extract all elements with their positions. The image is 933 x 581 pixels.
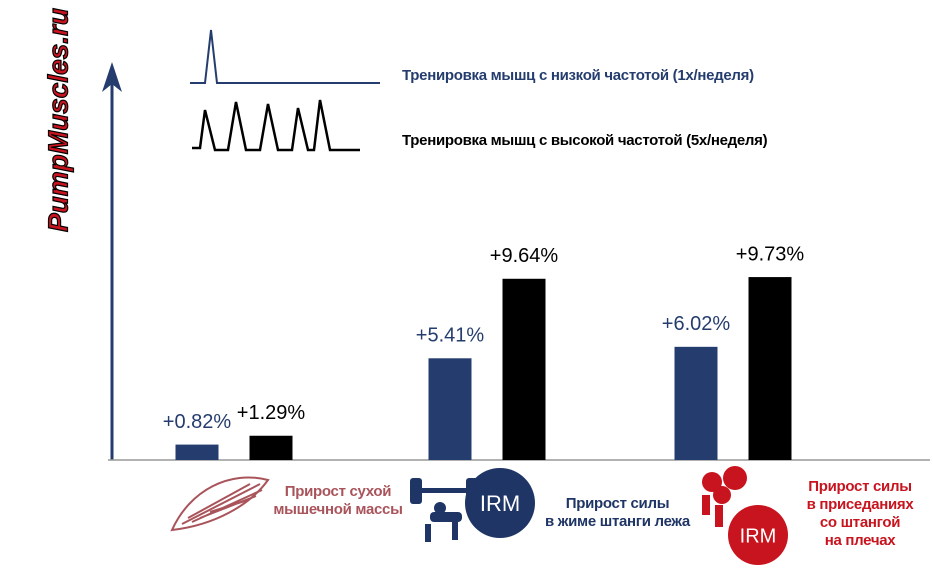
watermark: PumpMuscles.ru <box>42 8 73 232</box>
legend-icon <box>190 29 380 84</box>
y-axis-arrow <box>102 62 122 92</box>
squat-icon <box>702 466 747 527</box>
value-label: +9.73% <box>736 243 805 265</box>
irm-label: IRM <box>480 491 520 516</box>
bar <box>748 277 792 460</box>
category-label: Прирост силы в жиме штанги лежа <box>545 495 690 530</box>
value-label: +0.82% <box>163 411 232 433</box>
bar <box>175 444 219 460</box>
bar <box>674 346 718 460</box>
value-label: +5.41% <box>416 325 485 347</box>
irm-label: IRM <box>740 525 777 547</box>
bar <box>249 435 293 460</box>
irm-badge <box>728 505 788 565</box>
legend-icon <box>192 99 360 152</box>
value-label: +1.29% <box>237 402 306 424</box>
legend-label: Тренировка мышц с высокой частотой (5х/н… <box>402 132 768 149</box>
irm-badge <box>465 468 535 538</box>
bar <box>428 358 472 460</box>
category-label: Прирост сухой мышечной массы <box>273 483 403 518</box>
category-label: Прирост силы в приседаниях со штангой на… <box>806 478 914 549</box>
bar <box>502 278 546 460</box>
legend-label: Тренировка мышц с низкой частотой (1х/не… <box>402 67 754 84</box>
value-label: +6.02% <box>662 313 731 335</box>
muscle-icon <box>170 476 270 532</box>
value-label: +9.64% <box>490 245 559 267</box>
